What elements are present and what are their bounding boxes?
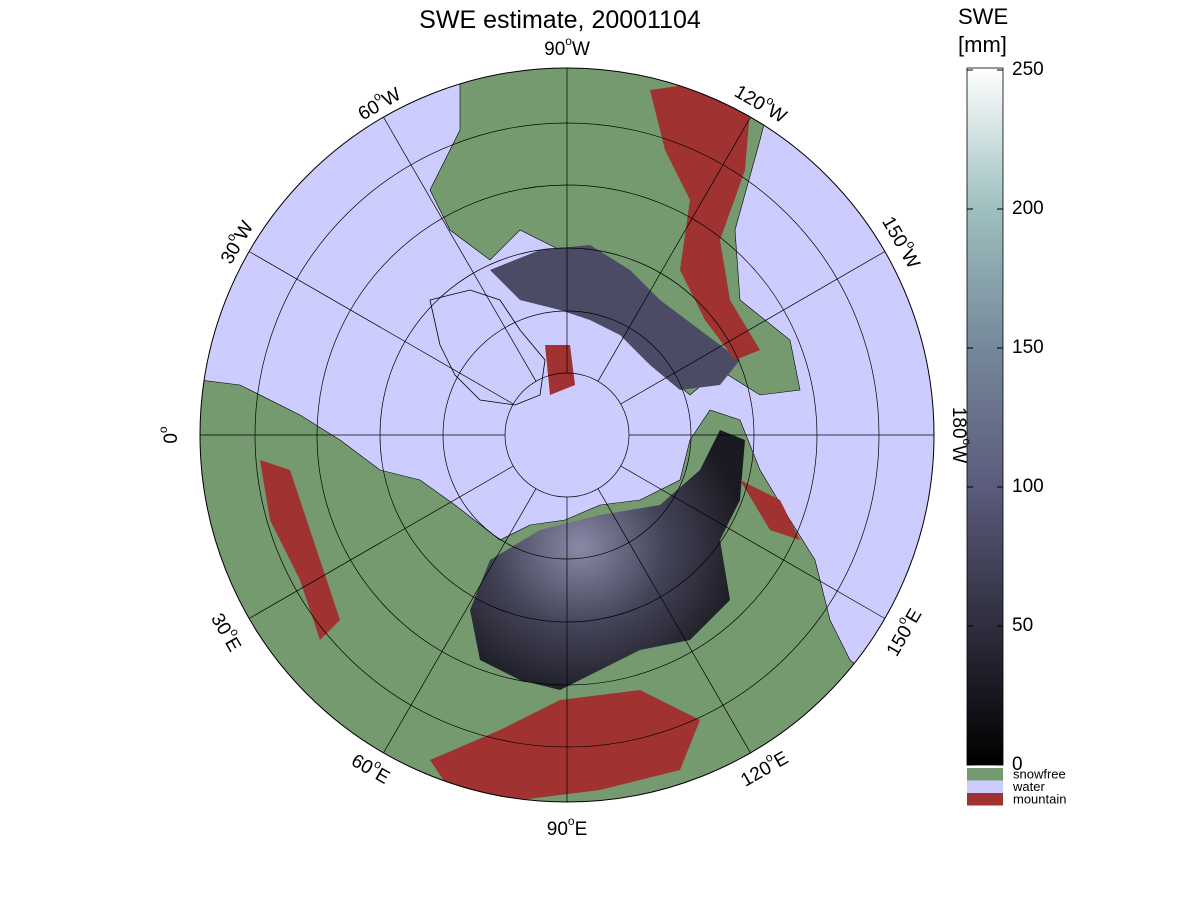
legend-label: snowfree [1013,766,1066,781]
meridian-degree: o [568,814,575,828]
meridian-number: 150 [883,622,917,660]
legend-label: mountain [1013,791,1066,806]
meridian-label: 0o [156,426,182,444]
colorbar [966,67,1004,766]
meridian-degree: o [156,426,170,433]
meridian-line [597,488,751,754]
colorbar-tick-label: 250 [1012,59,1044,80]
meridian-hemisphere: E [771,748,792,773]
mountains [260,80,800,800]
colorbar-title: [mm] [958,32,1007,57]
map-title: SWE estimate, 20001104 [419,6,701,34]
legend-swatch [967,793,1003,806]
land-snow [490,245,740,390]
meridian-hemisphere: E [220,634,245,655]
meridian-hemisphere: W [896,246,923,272]
meridian-number: 180 [948,407,969,439]
meridian-line [248,251,514,405]
colorbar-tick-label: 200 [1012,198,1044,219]
map-border [199,67,935,803]
meridian-line [620,251,886,405]
meridian-line [620,465,886,619]
colorbar-tick-label: 50 [1012,615,1033,636]
meridian-label: 90oE [547,814,588,840]
meridian-hemisphere: E [575,819,588,840]
legend-swatch [967,780,1003,793]
colorbar-title: SWE [958,4,1008,29]
meridian-number: 30 [217,239,246,268]
graticule [200,68,934,802]
meridian-label: 30oE [206,608,249,656]
colorbar-tick-label: 0 [1012,754,1023,775]
meridian-number: 90 [547,819,568,840]
meridian-line [597,116,751,382]
meridian-line [248,465,514,619]
meridian-degree: o [565,34,572,48]
land-snow [470,430,745,690]
meridian-hemisphere: W [572,39,590,60]
meridian-number: 60 [347,750,376,779]
meridian-label: 180oW [948,407,974,463]
meridian-hemisphere: W [948,445,969,463]
meridian-line [383,488,537,754]
meridian-degree: o [960,439,974,446]
land-greenland [429,289,546,406]
meridian-number: 90 [544,39,565,60]
legend-label: water [1012,779,1045,794]
colorbar-tick-label: 150 [1012,337,1044,358]
legend-swatch [967,768,1003,781]
map [200,68,934,802]
meridian-label: 90oW [544,34,590,60]
meridian-number: 0 [161,433,182,444]
meridian-hemisphere: W [379,84,405,111]
colorbar-tick-label: 100 [1012,476,1044,497]
meridian-line [383,116,537,382]
